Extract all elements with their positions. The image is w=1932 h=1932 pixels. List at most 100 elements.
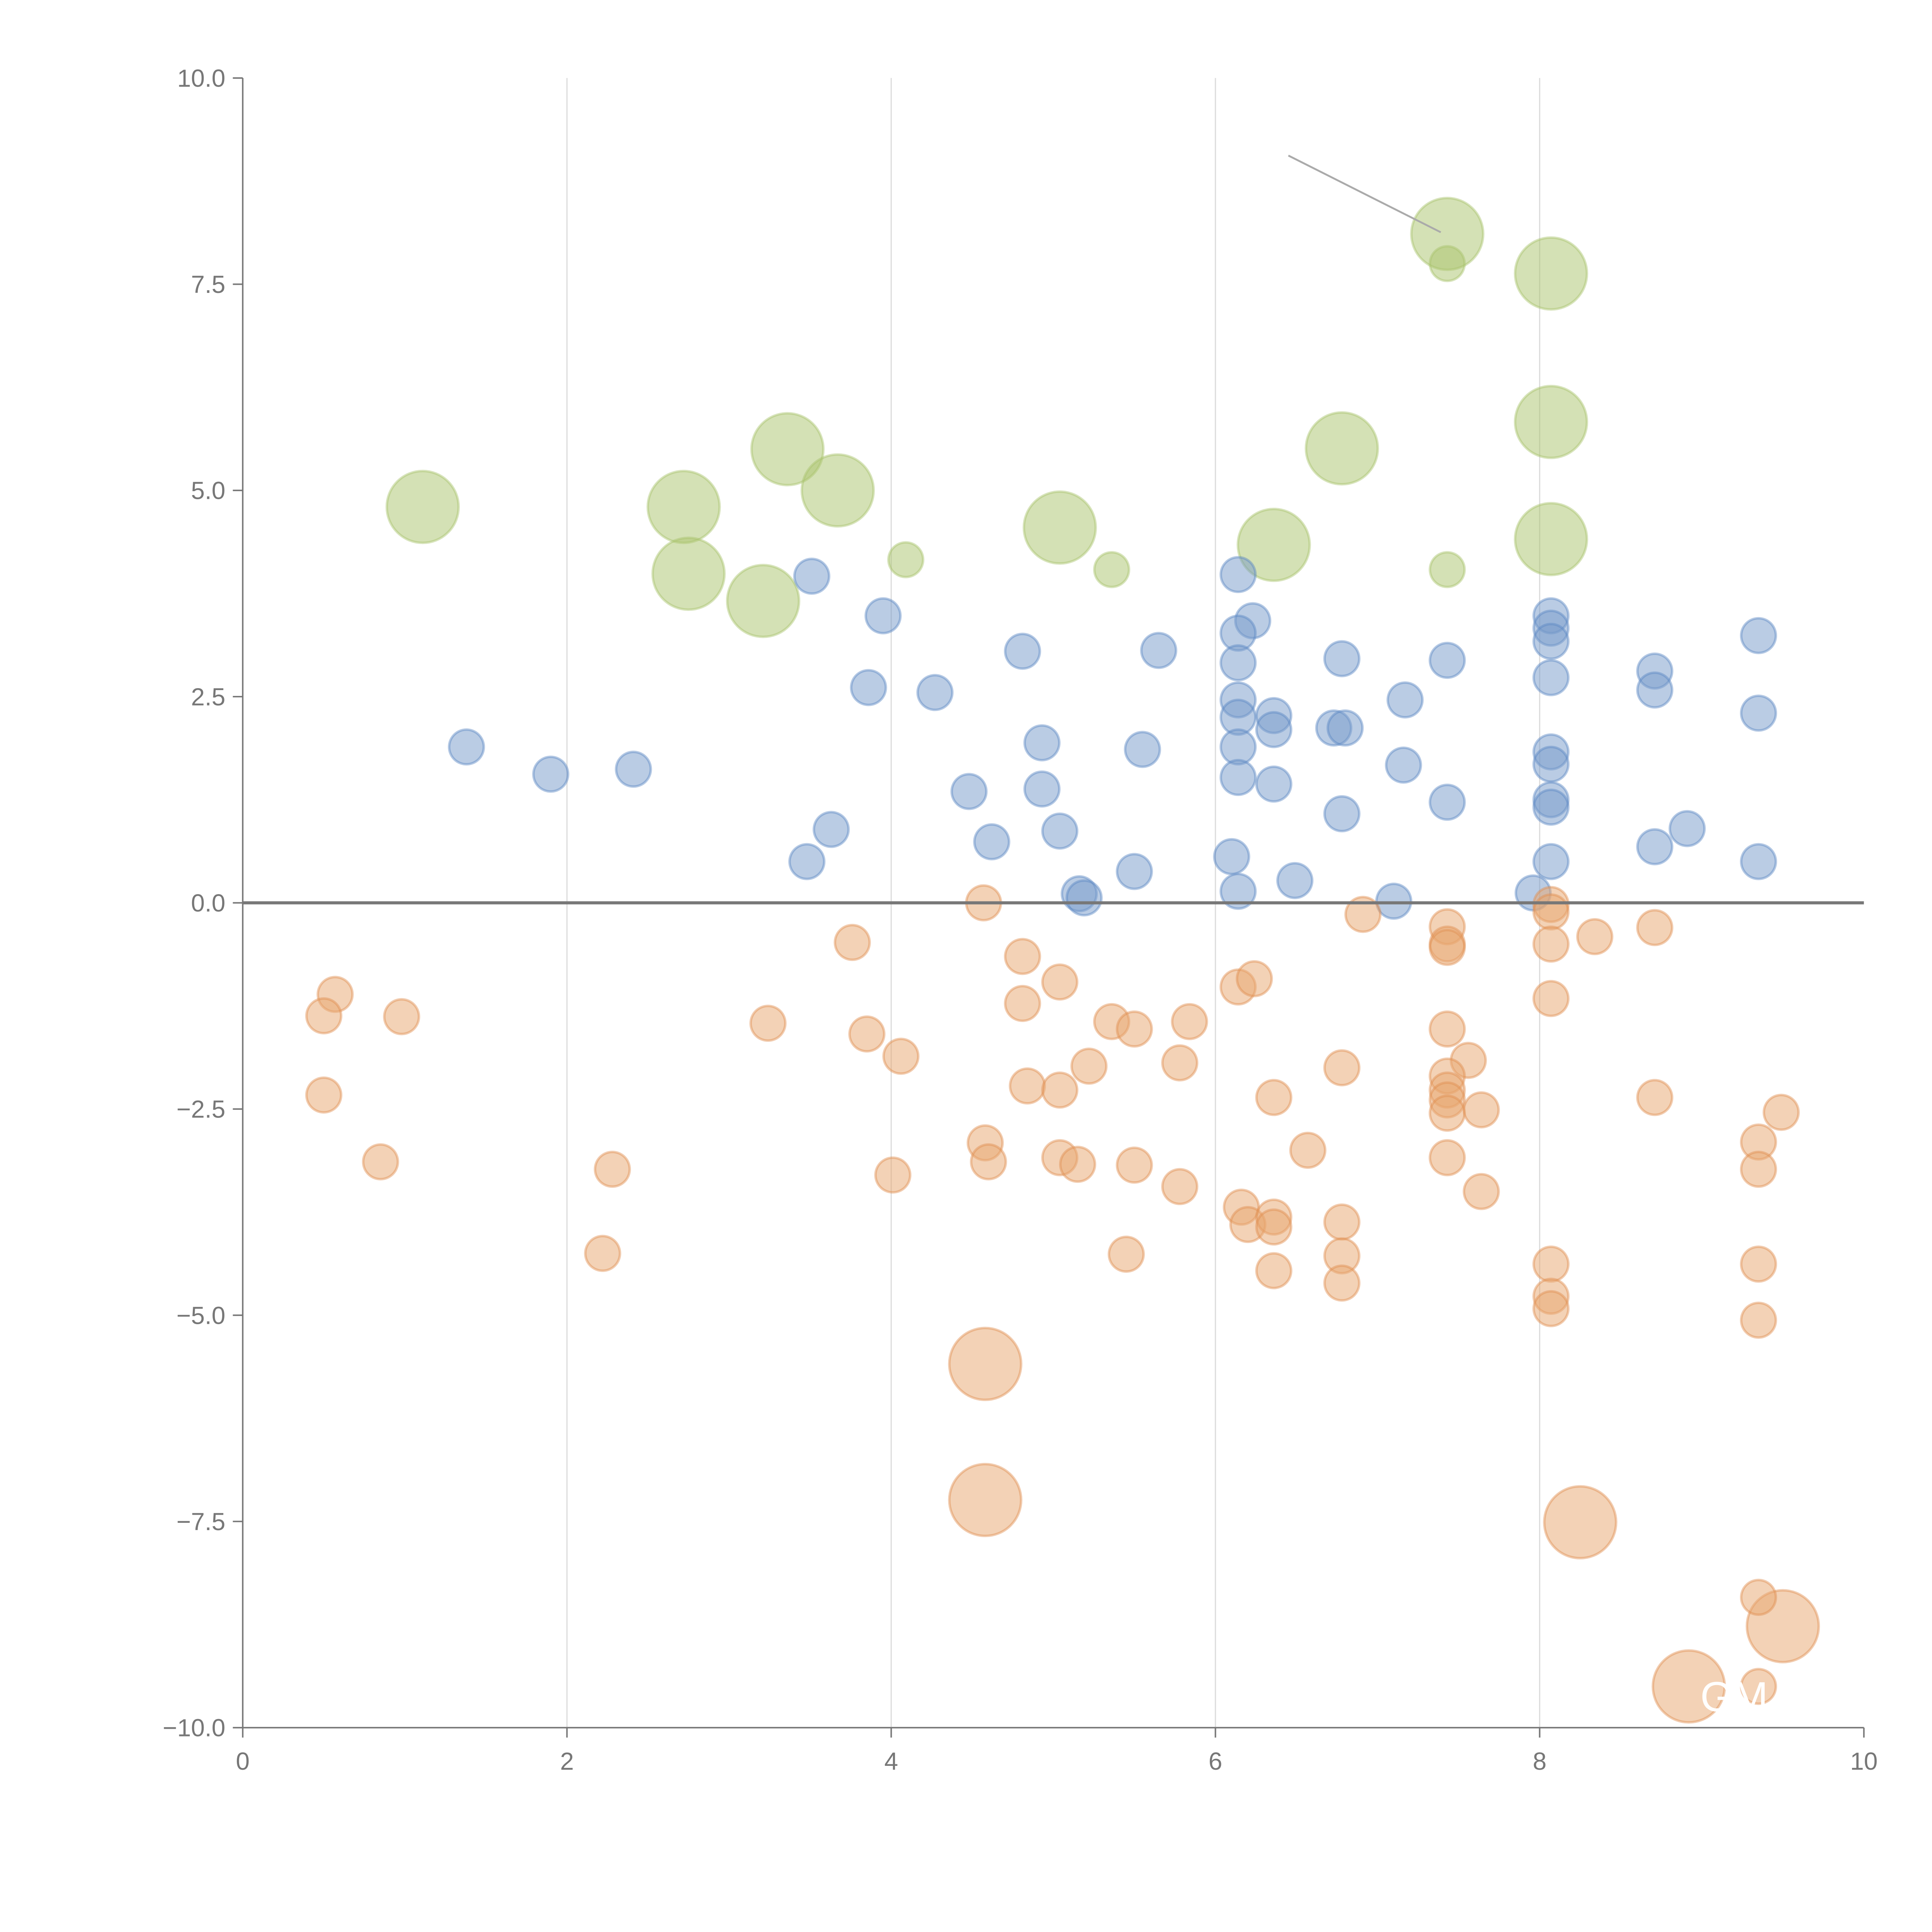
blue-data-point <box>1140 632 1177 669</box>
y-tick-label: −2.5 <box>177 1095 226 1123</box>
green-data-point <box>1429 551 1466 588</box>
orange-data-point <box>1255 1079 1293 1116</box>
orange-data-point <box>1004 938 1041 975</box>
green-data-point <box>726 564 801 638</box>
orange-data-point <box>1004 985 1041 1022</box>
y-tick-label: −7.5 <box>177 1508 226 1536</box>
blue-data-point <box>1219 759 1257 796</box>
orange-data-point <box>1762 1094 1800 1131</box>
y-tick-label: 7.5 <box>191 270 225 298</box>
blue-data-point <box>532 755 570 793</box>
orange-data-point <box>362 1143 399 1180</box>
orange-data-point <box>1116 1010 1153 1048</box>
orange-data-point <box>1636 1079 1673 1116</box>
orange-data-point <box>970 1143 1007 1180</box>
blue-data-point <box>1668 810 1706 847</box>
blue-data-point <box>1532 622 1570 660</box>
orange-data-point <box>305 1076 343 1114</box>
orange-data-point <box>1463 1091 1500 1129</box>
orange-data-point <box>948 1463 1022 1537</box>
blue-data-point <box>1740 694 1777 732</box>
orange-data-point <box>1532 1245 1570 1283</box>
orange-data-point <box>1463 1173 1500 1210</box>
orange-data-point <box>948 1327 1022 1401</box>
orange-data-point <box>584 1235 621 1272</box>
green-data-point <box>1304 411 1379 486</box>
blue-data-point <box>1532 659 1570 696</box>
x-tick-label: 10 <box>1850 1747 1878 1775</box>
green-data-point <box>1429 245 1466 282</box>
blue-data-point <box>1386 681 1424 719</box>
blue-data-point <box>1636 671 1673 709</box>
x-tick-label: 8 <box>1533 1747 1547 1775</box>
blue-data-point <box>1429 641 1466 679</box>
blue-data-point <box>916 674 954 711</box>
orange-data-point <box>1740 1301 1777 1339</box>
x-tick-label: 6 <box>1209 1747 1223 1775</box>
orange-data-point <box>1429 1010 1466 1048</box>
green-data-point <box>1514 236 1588 311</box>
blue-data-point <box>1219 556 1257 594</box>
orange-data-point <box>1636 909 1673 946</box>
blue-data-point <box>1323 640 1361 677</box>
blue-data-point <box>615 750 652 788</box>
blue-data-point <box>1276 862 1314 899</box>
orange-data-point <box>749 1005 787 1042</box>
orange-data-point <box>1740 1150 1777 1188</box>
green-data-point <box>750 412 825 486</box>
x-tick-label: 0 <box>236 1747 250 1775</box>
orange-data-point <box>594 1150 631 1188</box>
orange-data-point <box>1059 1146 1096 1183</box>
orange-data-point <box>1116 1146 1153 1184</box>
blue-data-point <box>1255 765 1293 803</box>
orange-data-point <box>1070 1048 1108 1085</box>
blue-data-point <box>1636 828 1673 866</box>
y-tick-label: 0.0 <box>191 889 225 917</box>
x-tick-label: 2 <box>560 1747 574 1775</box>
green-data-point <box>1514 384 1588 459</box>
blue-data-point <box>1023 724 1061 762</box>
orange-data-point <box>1532 980 1570 1017</box>
annotations: GM <box>1288 155 1768 1721</box>
orange-data-point <box>1171 1003 1208 1040</box>
y-tick-label: −10.0 <box>163 1714 225 1742</box>
orange-data-point <box>1161 1168 1199 1205</box>
blue-data-point <box>950 773 988 810</box>
orange-data-point <box>1651 1649 1726 1724</box>
orange-data-point <box>1009 1067 1046 1105</box>
orange-data-point <box>1543 1485 1617 1560</box>
green-data-point <box>800 453 875 528</box>
point-label: GM <box>1700 1673 1768 1721</box>
data-points <box>305 197 1820 1724</box>
green-data-point <box>1236 507 1311 582</box>
blue-data-point <box>1323 795 1361 833</box>
orange-data-point <box>383 998 420 1036</box>
orange-data-point <box>882 1037 920 1075</box>
orange-data-point <box>1532 925 1570 963</box>
green-data-point <box>385 469 460 544</box>
blue-data-point <box>1532 788 1570 826</box>
green-data-point <box>1022 490 1097 565</box>
y-tick-label: 10.0 <box>177 64 226 92</box>
orange-data-point <box>874 1156 912 1194</box>
orange-data-point <box>1532 1290 1570 1327</box>
orange-data-point <box>1323 1264 1361 1302</box>
orange-data-point <box>1255 1208 1293 1246</box>
blue-data-point <box>1375 883 1413 920</box>
orange-data-point <box>1740 1578 1777 1616</box>
x-tick-label: 4 <box>884 1747 898 1775</box>
green-data-point <box>1514 502 1588 577</box>
blue-data-point <box>1429 784 1466 821</box>
axes: 0 2 4 6 8 10 10.0 7.5 5.0 2.5 0.0 −2.5 −5.0 −7.5 −10.0 <box>163 64 1878 1775</box>
blue-data-point <box>1023 770 1061 808</box>
orange-data-point <box>1323 1049 1361 1087</box>
orange-data-point <box>1161 1044 1199 1082</box>
orange-data-point <box>1344 896 1382 933</box>
green-data-point <box>651 536 726 611</box>
orange-data-point <box>1576 918 1614 956</box>
y-tick-label: 5.0 <box>191 477 225 505</box>
blue-data-point <box>1065 879 1103 917</box>
blue-data-point <box>448 728 485 766</box>
y-tick-label: 2.5 <box>191 683 225 711</box>
